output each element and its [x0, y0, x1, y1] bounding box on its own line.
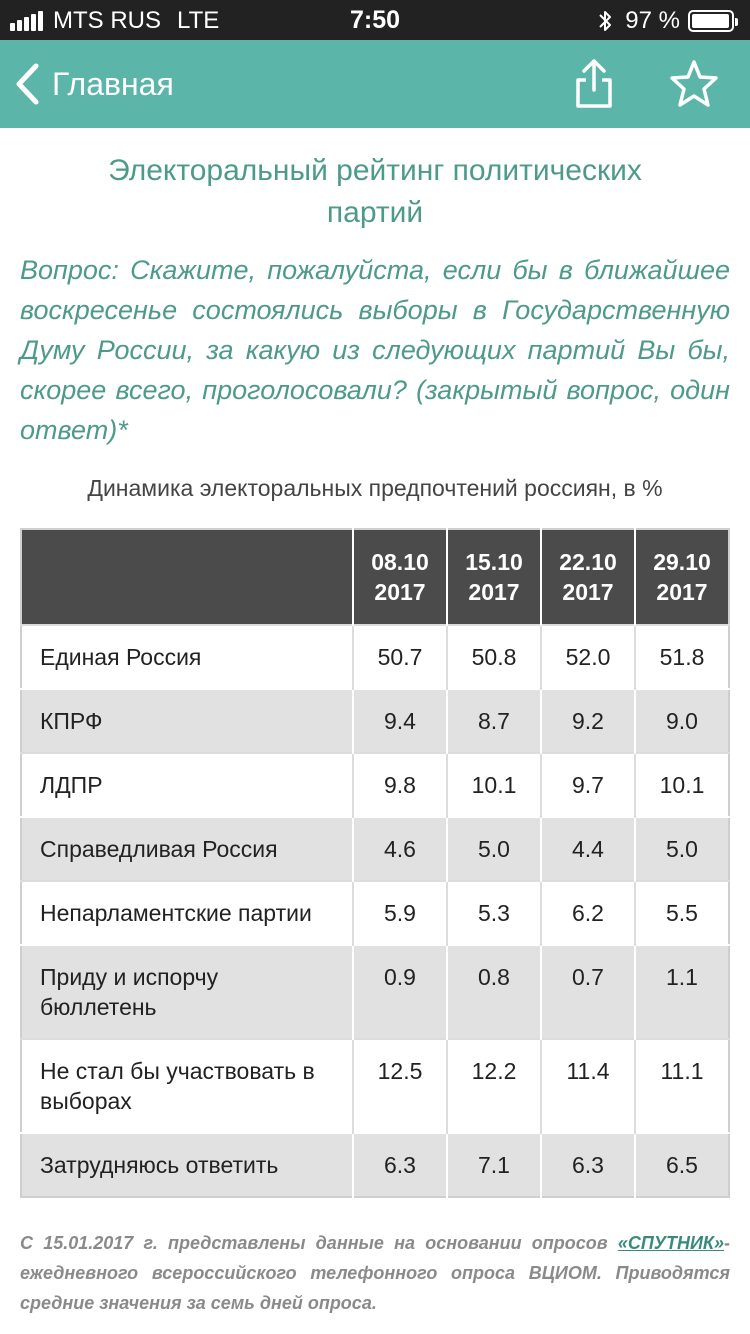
status-time: 7:50 — [349, 6, 401, 34]
date-column-header: 15.10 2017 — [446, 529, 541, 625]
rating-value: 10.1 — [634, 752, 729, 817]
table-row: Непарламентские партии 5.9 5.3 6.2 5.5 — [21, 880, 729, 945]
rating-value: 5.0 — [446, 816, 541, 881]
rating-value: 0.9 — [352, 944, 447, 1039]
date-line1: 15.10 — [465, 549, 523, 575]
rating-value: 4.6 — [352, 816, 447, 881]
back-label: Главная — [52, 65, 174, 102]
table-row: Затрудняюсь ответить 6.3 7.1 6.3 6.5 — [21, 1132, 729, 1197]
battery-fill — [692, 14, 729, 28]
rating-value: 8.7 — [446, 688, 541, 753]
survey-question: Вопрос: Скажите, пожалуйста, если бы в б… — [20, 255, 730, 445]
footnote-text-after: -ежедневного всероссийского телефонного … — [20, 1233, 730, 1313]
party-name: КПРФ — [21, 688, 353, 753]
party-name: Не стал бы участвовать в выборах — [21, 1038, 353, 1133]
rating-value: 9.2 — [540, 688, 635, 753]
rating-value: 52.0 — [540, 624, 635, 689]
date-line1: 22.10 — [559, 549, 617, 575]
rating-table: 08.10 2017 15.10 2017 22.10 2017 29.10 2017 … — [20, 528, 730, 1198]
rating-value: 0.7 — [540, 944, 635, 1039]
rating-value: 9.0 — [634, 688, 729, 753]
rating-value: 5.9 — [352, 880, 447, 945]
date-column-header: 29.10 2017 — [634, 529, 729, 625]
footnote-text-before: С 15.01.2017 г. представлены данные на о… — [20, 1233, 618, 1253]
rating-value: 1.1 — [634, 944, 729, 1039]
rating-value: 5.5 — [634, 880, 729, 945]
rating-value: 4.4 — [540, 816, 635, 881]
chevron-left-icon — [16, 63, 39, 105]
rating-value: 6.5 — [634, 1132, 729, 1197]
table-row: Не стал бы участвовать в выборах 12.5 12… — [21, 1038, 729, 1133]
table-row: Единая Россия 50.7 50.8 52.0 51.8 — [21, 624, 729, 689]
rating-value: 50.8 — [446, 624, 541, 689]
rating-value: 11.1 — [634, 1038, 729, 1133]
date-line1: 29.10 — [653, 549, 711, 575]
sputnik-link[interactable]: «СПУТНИК» — [617, 1233, 724, 1253]
status-left: MTS RUS LTE — [10, 7, 219, 35]
footnote: С 15.01.2017 г. представлены данные на о… — [20, 1228, 730, 1318]
rating-value: 9.7 — [540, 752, 635, 817]
rating-value: 6.3 — [352, 1132, 447, 1197]
page-title: Электоральный рейтинг политических парти… — [108, 154, 642, 229]
rating-value: 7.1 — [446, 1132, 541, 1197]
date-line2: 2017 — [468, 579, 520, 605]
signal-icon — [10, 11, 45, 31]
navigation-bar: Главная — [0, 40, 750, 128]
rating-value: 10.1 — [446, 752, 541, 817]
party-name: Справедливая Россия — [21, 816, 353, 881]
date-column-header: 08.10 2017 — [352, 529, 447, 625]
party-name: Приду и испорчу бюллетень — [21, 944, 353, 1039]
status-bar: MTS RUS LTE 7:50 97 % — [0, 0, 750, 40]
date-column-header: 22.10 2017 — [540, 529, 635, 625]
battery-tip — [735, 18, 738, 26]
party-name: Единая Россия — [21, 624, 353, 689]
date-line2: 2017 — [656, 579, 708, 605]
party-name: Непарламентские партии — [21, 880, 353, 945]
status-right: 97 % — [597, 7, 738, 35]
party-name: Затрудняюсь ответить — [21, 1132, 353, 1197]
carrier-name: MTS RUS — [53, 7, 161, 34]
star-icon[interactable] — [668, 58, 720, 110]
rating-value: 9.8 — [352, 752, 447, 817]
rating-value: 5.0 — [634, 816, 729, 881]
table-header-row: 08.10 2017 15.10 2017 22.10 2017 29.10 2017 — [21, 529, 729, 625]
party-column-header — [21, 529, 353, 625]
network-type: LTE — [177, 7, 220, 34]
rating-value: 50.7 — [352, 624, 447, 689]
bluetooth-icon — [599, 11, 612, 31]
table-row: Справедливая Россия 4.6 5.0 4.4 5.0 — [21, 816, 729, 881]
rating-value: 12.5 — [352, 1038, 447, 1133]
table-row: КПРФ 9.4 8.7 9.2 9.0 — [21, 688, 729, 753]
rating-value: 12.2 — [446, 1038, 541, 1133]
back-button[interactable]: Главная — [14, 60, 174, 108]
rating-value: 11.4 — [540, 1038, 635, 1133]
rating-value: 6.2 — [540, 880, 635, 945]
rating-value: 5.3 — [446, 880, 541, 945]
date-line2: 2017 — [374, 579, 426, 605]
party-name: ЛДПР — [21, 752, 353, 817]
date-line1: 08.10 — [371, 549, 429, 575]
table-row: Приду и испорчу бюллетень 0.9 0.8 0.7 1.… — [21, 944, 729, 1039]
table-row: ЛДПР 9.8 10.1 9.7 10.1 — [21, 752, 729, 817]
table-caption: Динамика электоральных предпочтений росс… — [87, 475, 663, 501]
battery-percent: 97 % — [625, 7, 680, 34]
date-line2: 2017 — [562, 579, 614, 605]
rating-value: 0.8 — [446, 944, 541, 1039]
rating-value: 6.3 — [540, 1132, 635, 1197]
battery-icon — [688, 10, 738, 32]
share-icon[interactable] — [570, 58, 618, 110]
rating-value: 9.4 — [352, 688, 447, 753]
rating-value: 51.8 — [634, 624, 729, 689]
